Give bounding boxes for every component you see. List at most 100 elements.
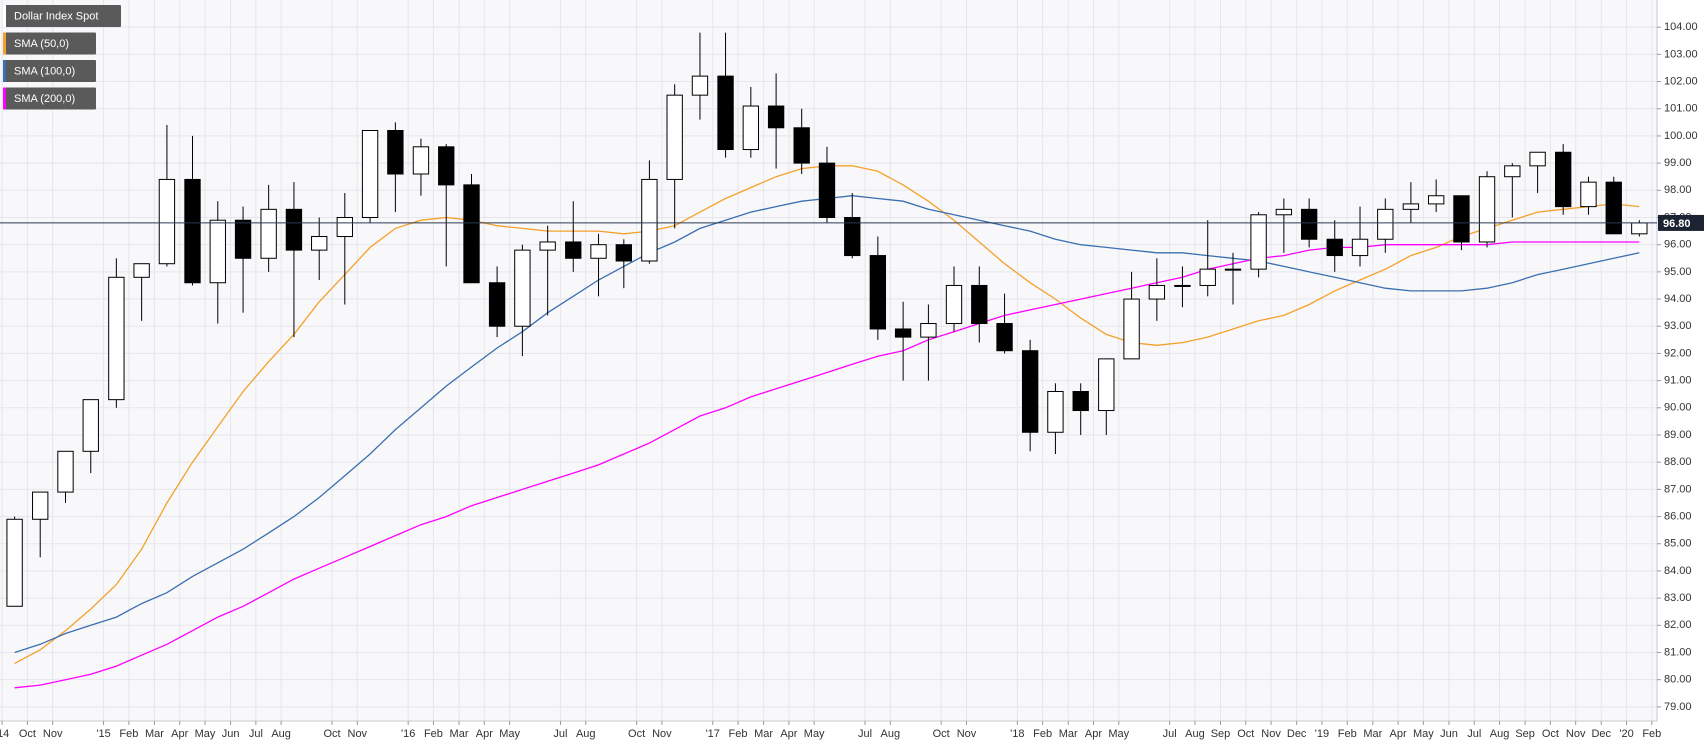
y-tick-label: 100.00 xyxy=(1664,130,1698,142)
y-tick-label: 98.00 xyxy=(1664,184,1692,196)
candle-body xyxy=(1199,268,1216,286)
y-tick-label: 87.00 xyxy=(1664,483,1692,495)
x-tick-label: Mar xyxy=(145,728,164,740)
candle-body xyxy=(1224,268,1242,271)
x-tick-label: May xyxy=(195,728,216,740)
y-tick-label: 83.00 xyxy=(1664,592,1692,604)
candle-body xyxy=(1021,350,1039,433)
candle-body xyxy=(1504,165,1521,178)
plot-background xyxy=(0,0,1657,721)
x-tick-label: '16 xyxy=(401,728,415,740)
candle-body xyxy=(311,236,328,251)
x-tick-label: Jul xyxy=(1467,728,1481,740)
candle-body xyxy=(133,263,150,278)
candle-body xyxy=(514,249,531,327)
candle-body xyxy=(285,208,303,251)
x-tick-label: Dec xyxy=(1287,728,1307,740)
candle-body xyxy=(869,255,887,330)
legend-box xyxy=(3,5,121,27)
last-price-label: 96.80 xyxy=(1663,218,1691,230)
y-tick-label: 89.00 xyxy=(1664,429,1692,441)
candle-body xyxy=(996,323,1013,352)
x-tick-label: Jul xyxy=(1163,728,1177,740)
x-tick-label: '14 xyxy=(0,728,9,740)
candle-body xyxy=(844,216,861,257)
y-tick-label: 85.00 xyxy=(1664,538,1692,550)
x-tick-label: Jun xyxy=(1440,728,1458,740)
candle-body xyxy=(1326,238,1343,257)
y-tick-label: 93.00 xyxy=(1664,320,1692,332)
x-tick-label: Sep xyxy=(1515,728,1535,740)
candle-body xyxy=(1377,208,1394,240)
x-tick-label: Apr xyxy=(476,728,493,740)
candle-body xyxy=(691,75,709,96)
x-tick-label: Nov xyxy=(43,728,63,740)
candle-body xyxy=(565,241,582,259)
x-tick-label: Jul xyxy=(553,728,567,740)
candle-body xyxy=(488,282,506,327)
candle-body xyxy=(6,518,23,607)
x-tick-label: Nov xyxy=(957,728,977,740)
x-tick-label: Oct xyxy=(19,728,36,740)
candle-body xyxy=(1427,195,1445,205)
x-tick-label: Nov xyxy=(1261,728,1281,740)
x-tick-label: Jul xyxy=(858,728,872,740)
y-tick-label: 103.00 xyxy=(1664,48,1698,60)
legend-swatch xyxy=(3,5,6,27)
y-tick-label: 84.00 xyxy=(1664,565,1692,577)
x-tick-label: Feb xyxy=(119,728,138,740)
y-tick-label: 86.00 xyxy=(1664,510,1692,522)
y-tick-label: 99.00 xyxy=(1664,157,1692,169)
candle-body xyxy=(1402,203,1420,210)
candle-body xyxy=(32,491,49,520)
candle-body xyxy=(336,216,353,238)
x-tick-label: '17 xyxy=(706,728,720,740)
candle-body xyxy=(1478,176,1496,243)
y-tick-label: 92.00 xyxy=(1664,347,1692,359)
legend-swatch xyxy=(3,32,6,55)
y-tick-label: 79.00 xyxy=(1664,701,1692,713)
candle-body xyxy=(234,219,252,259)
candle-body xyxy=(1047,390,1064,433)
candle-body xyxy=(1098,358,1115,412)
legend-label: SMA (100,0) xyxy=(14,65,75,77)
x-tick-label: '18 xyxy=(1010,728,1024,740)
candle-body xyxy=(818,162,836,218)
x-tick-label: Dec xyxy=(1591,728,1611,740)
candle-body xyxy=(184,178,201,284)
x-tick-label: '19 xyxy=(1315,728,1329,740)
candle-body xyxy=(717,75,734,151)
candle-body xyxy=(1529,151,1546,167)
last-price-box xyxy=(1658,214,1704,231)
candle-body xyxy=(158,178,176,265)
y-tick-label: 88.00 xyxy=(1664,456,1692,468)
grid xyxy=(0,0,1657,721)
x-tick-label: Oct xyxy=(1542,728,1559,740)
x-tick-label: Aug xyxy=(1490,728,1510,740)
y-tick-label: 94.00 xyxy=(1664,293,1692,305)
x-tick-label: Oct xyxy=(628,728,645,740)
x-tick-label: Feb xyxy=(729,728,748,740)
candle-body xyxy=(1605,181,1622,235)
x-tick-label: Feb xyxy=(1033,728,1052,740)
legend-label: SMA (50,0) xyxy=(14,38,69,50)
candle-body xyxy=(615,244,632,262)
x-tick-label: Aug xyxy=(1185,728,1205,740)
candle-body xyxy=(1631,222,1648,235)
legend-box xyxy=(3,32,96,55)
candle-body xyxy=(1555,151,1572,208)
x-tick-label: May xyxy=(1108,728,1129,740)
x-tick-label: Mar xyxy=(754,728,773,740)
candle-body xyxy=(412,146,430,175)
x-tick-label: Aug xyxy=(881,728,901,740)
y-tick-label: 91.00 xyxy=(1664,375,1692,387)
candle-body xyxy=(1275,208,1293,216)
x-tick-label: Apr xyxy=(780,728,797,740)
candle-body xyxy=(1250,214,1267,270)
candle-body xyxy=(209,219,226,284)
legend-label: Dollar Index Spot xyxy=(14,10,98,22)
candle-body xyxy=(1580,181,1597,208)
legend-box xyxy=(3,60,96,82)
candle-body xyxy=(1072,390,1089,412)
